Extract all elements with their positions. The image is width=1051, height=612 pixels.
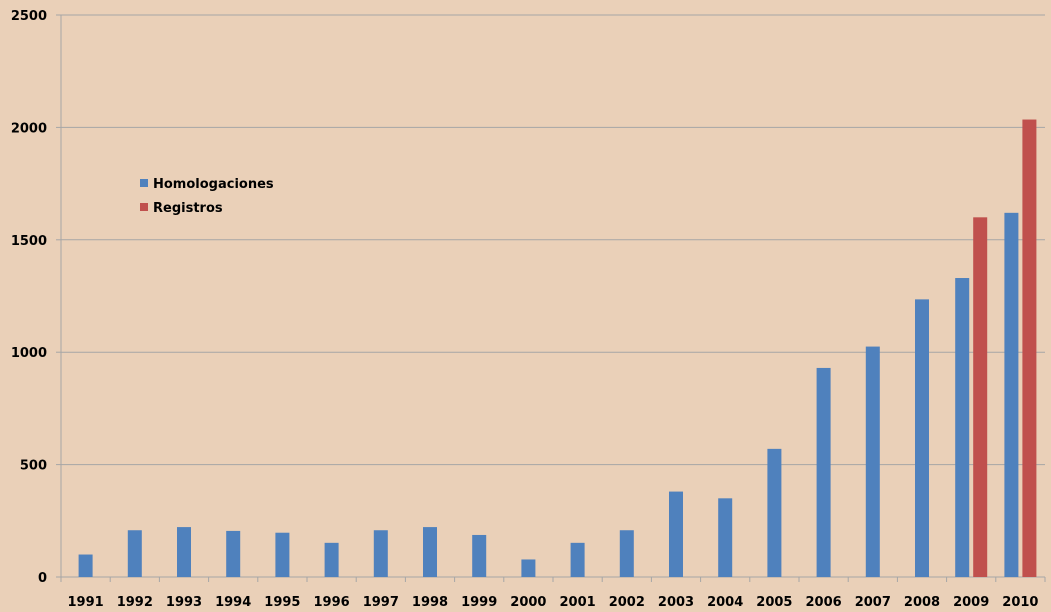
x-tick-label: 2007 [855, 595, 891, 610]
bar-homologaciones-2008 [915, 299, 929, 577]
gridlines [61, 14, 1045, 466]
y-tick-label: 1500 [11, 234, 47, 249]
y-tick-label: 2500 [11, 9, 47, 24]
bar-homologaciones-2000 [521, 559, 536, 577]
bar-homologaciones-2005 [767, 448, 782, 577]
x-tick-label: 2000 [510, 595, 546, 610]
x-tick-label: 1994 [215, 595, 251, 610]
x-tick-label: 1998 [412, 595, 448, 610]
x-tick-label: 2002 [609, 595, 645, 610]
legend-label-homologaciones: Homologaciones [153, 177, 274, 192]
x-tick-label: 2008 [904, 595, 940, 610]
bar-homologaciones-2009 [955, 278, 970, 577]
bar-homologaciones-1994 [226, 530, 241, 577]
x-axis-tick-labels: 1991 1992 1993 1994 1995 1996 1997 1998 1999 2000… [68, 595, 1039, 610]
bar-homologaciones-1999 [472, 534, 487, 577]
y-tick-label: 0 [38, 571, 47, 586]
bar-homologaciones-1998 [423, 527, 437, 577]
x-tick-label: 2001 [560, 595, 596, 610]
bar-registros-2010 [1022, 119, 1037, 578]
bar-homologaciones-2006 [816, 367, 831, 577]
x-tick-label: 2004 [707, 595, 743, 610]
bar-homologaciones-1995 [275, 532, 290, 577]
x-tick-label: 2003 [658, 595, 694, 610]
x-tick-label: 1995 [264, 595, 300, 610]
bar-registros-2009 [973, 217, 988, 577]
y-tick-label: 2000 [11, 121, 47, 136]
bars [78, 119, 1037, 578]
x-tick-label: 1993 [166, 595, 202, 610]
bar-homologaciones-1997 [373, 530, 388, 577]
bar-homologaciones-2003 [669, 491, 683, 577]
legend-swatch-homologaciones [140, 179, 148, 187]
bar-homologaciones-2004 [718, 498, 733, 577]
x-tick-label: 2006 [806, 595, 842, 610]
y-tick-label: 1000 [11, 346, 47, 361]
bar-homologaciones-2001 [570, 542, 585, 577]
bar-homologaciones-2007 [865, 346, 880, 577]
legend: Homologaciones Registros [140, 177, 274, 216]
legend-label-registros: Registros [153, 201, 223, 216]
x-tick-label: 1999 [461, 595, 497, 610]
legend-swatch-registros [140, 203, 148, 211]
axes [56, 14, 1046, 582]
x-tick-label: 1992 [117, 595, 153, 610]
x-tick-label: 1991 [68, 595, 104, 610]
y-axis-tick-labels: 0 500 1000 1500 2000 2500 [11, 9, 47, 586]
bar-homologaciones-2002 [619, 530, 634, 577]
x-tick-label: 2009 [953, 595, 989, 610]
bar-homologaciones-1991 [78, 554, 93, 577]
bar-homologaciones-1992 [127, 530, 142, 577]
bar-homologaciones-2010 [1004, 212, 1019, 577]
bar-homologaciones-1993 [177, 527, 191, 577]
x-tick-label: 2010 [1002, 595, 1038, 610]
x-tick-label: 1997 [363, 595, 399, 610]
bar-homologaciones-1996 [324, 542, 339, 577]
x-tick-label: 2005 [756, 595, 792, 610]
x-tick-label: 1996 [314, 595, 350, 610]
y-tick-label: 500 [20, 459, 47, 474]
